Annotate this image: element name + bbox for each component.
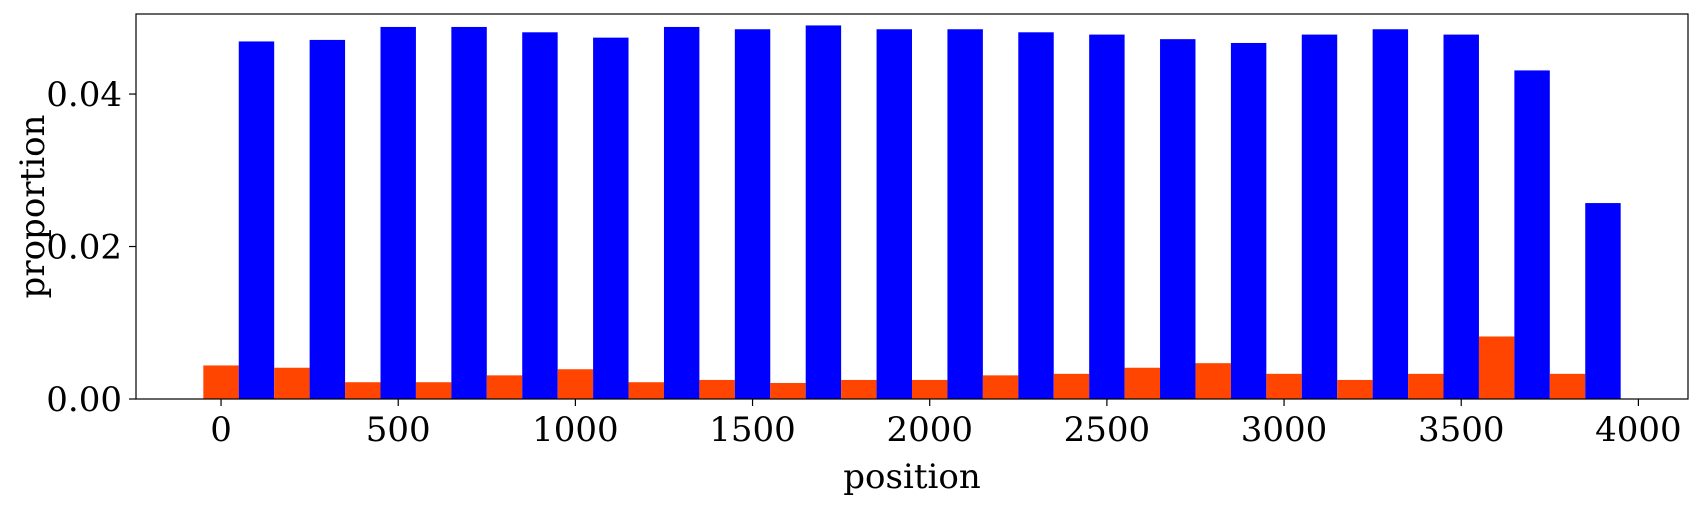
bar-series2-bin18 <box>1443 34 1479 399</box>
bar-series1-bin2 <box>274 367 310 399</box>
y-axis-ticks: 0.00 0.02 0.04 <box>46 75 136 420</box>
bar-series1-bin17 <box>1337 379 1373 399</box>
bar-series1-bin13 <box>1053 373 1090 399</box>
y-tick-label: 0.00 <box>46 380 122 420</box>
bar-series2-bin15 <box>1230 42 1267 399</box>
y-tick-label: 0.04 <box>46 75 122 115</box>
x-tick-label: 4000 <box>1595 410 1682 450</box>
bar-series2-bin19 <box>1514 70 1550 400</box>
x-tick-label: 1000 <box>532 410 619 450</box>
bar-series2-bin12 <box>1018 32 1054 400</box>
bar-series2-bin11 <box>947 29 983 399</box>
bar-series1-bin18 <box>1408 373 1444 399</box>
bar-series1-bin9 <box>770 382 806 399</box>
bar-series1-bin1 <box>203 365 239 399</box>
bar-series2-bin5 <box>522 32 558 400</box>
bar-series1-bin19 <box>1478 336 1515 399</box>
bar-series1-bin3 <box>345 382 381 399</box>
bar-series2-bin10 <box>876 29 912 399</box>
x-tick-label: 3000 <box>1241 410 1328 450</box>
bars-group <box>203 25 1621 400</box>
bar-series1-bin16 <box>1266 373 1302 399</box>
bar-series1-bin8 <box>699 379 735 399</box>
y-axis-title: proportion <box>13 115 53 299</box>
bar-series2-bin20 <box>1585 203 1621 399</box>
bar-series2-bin9 <box>805 25 842 400</box>
x-tick-label: 2000 <box>886 410 973 450</box>
bar-series2-bin2 <box>309 39 346 400</box>
x-axis-title: position <box>843 457 980 497</box>
bar-series1-bin4 <box>415 382 452 399</box>
bar-series2-bin14 <box>1160 39 1196 399</box>
bar-series1-bin15 <box>1195 363 1231 399</box>
plot-frame <box>135 13 1689 400</box>
bar-series2-bin6 <box>593 37 629 399</box>
x-tick-label: 2500 <box>1064 410 1151 450</box>
bar-series2-bin13 <box>1089 34 1125 399</box>
bar-series2-bin4 <box>451 26 487 400</box>
bar-series2-bin8 <box>734 29 771 399</box>
x-axis-ticks: 0 500 1000 1500 2000 2500 3000 3500 4000 <box>210 399 1682 450</box>
x-tick-label: 500 <box>366 410 431 450</box>
bar-series2-bin7 <box>663 26 700 400</box>
bar-series1-bin10 <box>841 379 877 399</box>
bar-series1-bin12 <box>982 375 1019 399</box>
bar-series1-bin14 <box>1124 367 1161 399</box>
y-tick-label: 0.02 <box>46 228 122 268</box>
bar-series2-bin17 <box>1372 29 1409 399</box>
bar-series2-bin3 <box>380 26 416 400</box>
x-tick-label: 0 <box>210 410 232 450</box>
bar-series1-bin6 <box>557 369 594 399</box>
bar-series1-bin7 <box>628 382 664 399</box>
bar-series1-bin11 <box>912 379 948 399</box>
bar-series1-bin20 <box>1549 373 1586 399</box>
bar-series1-bin5 <box>486 375 523 399</box>
x-tick-label: 3500 <box>1418 410 1505 450</box>
bar-series2-bin1 <box>238 41 275 399</box>
x-tick-label: 1500 <box>709 410 796 450</box>
bar-series2-bin16 <box>1301 34 1338 399</box>
